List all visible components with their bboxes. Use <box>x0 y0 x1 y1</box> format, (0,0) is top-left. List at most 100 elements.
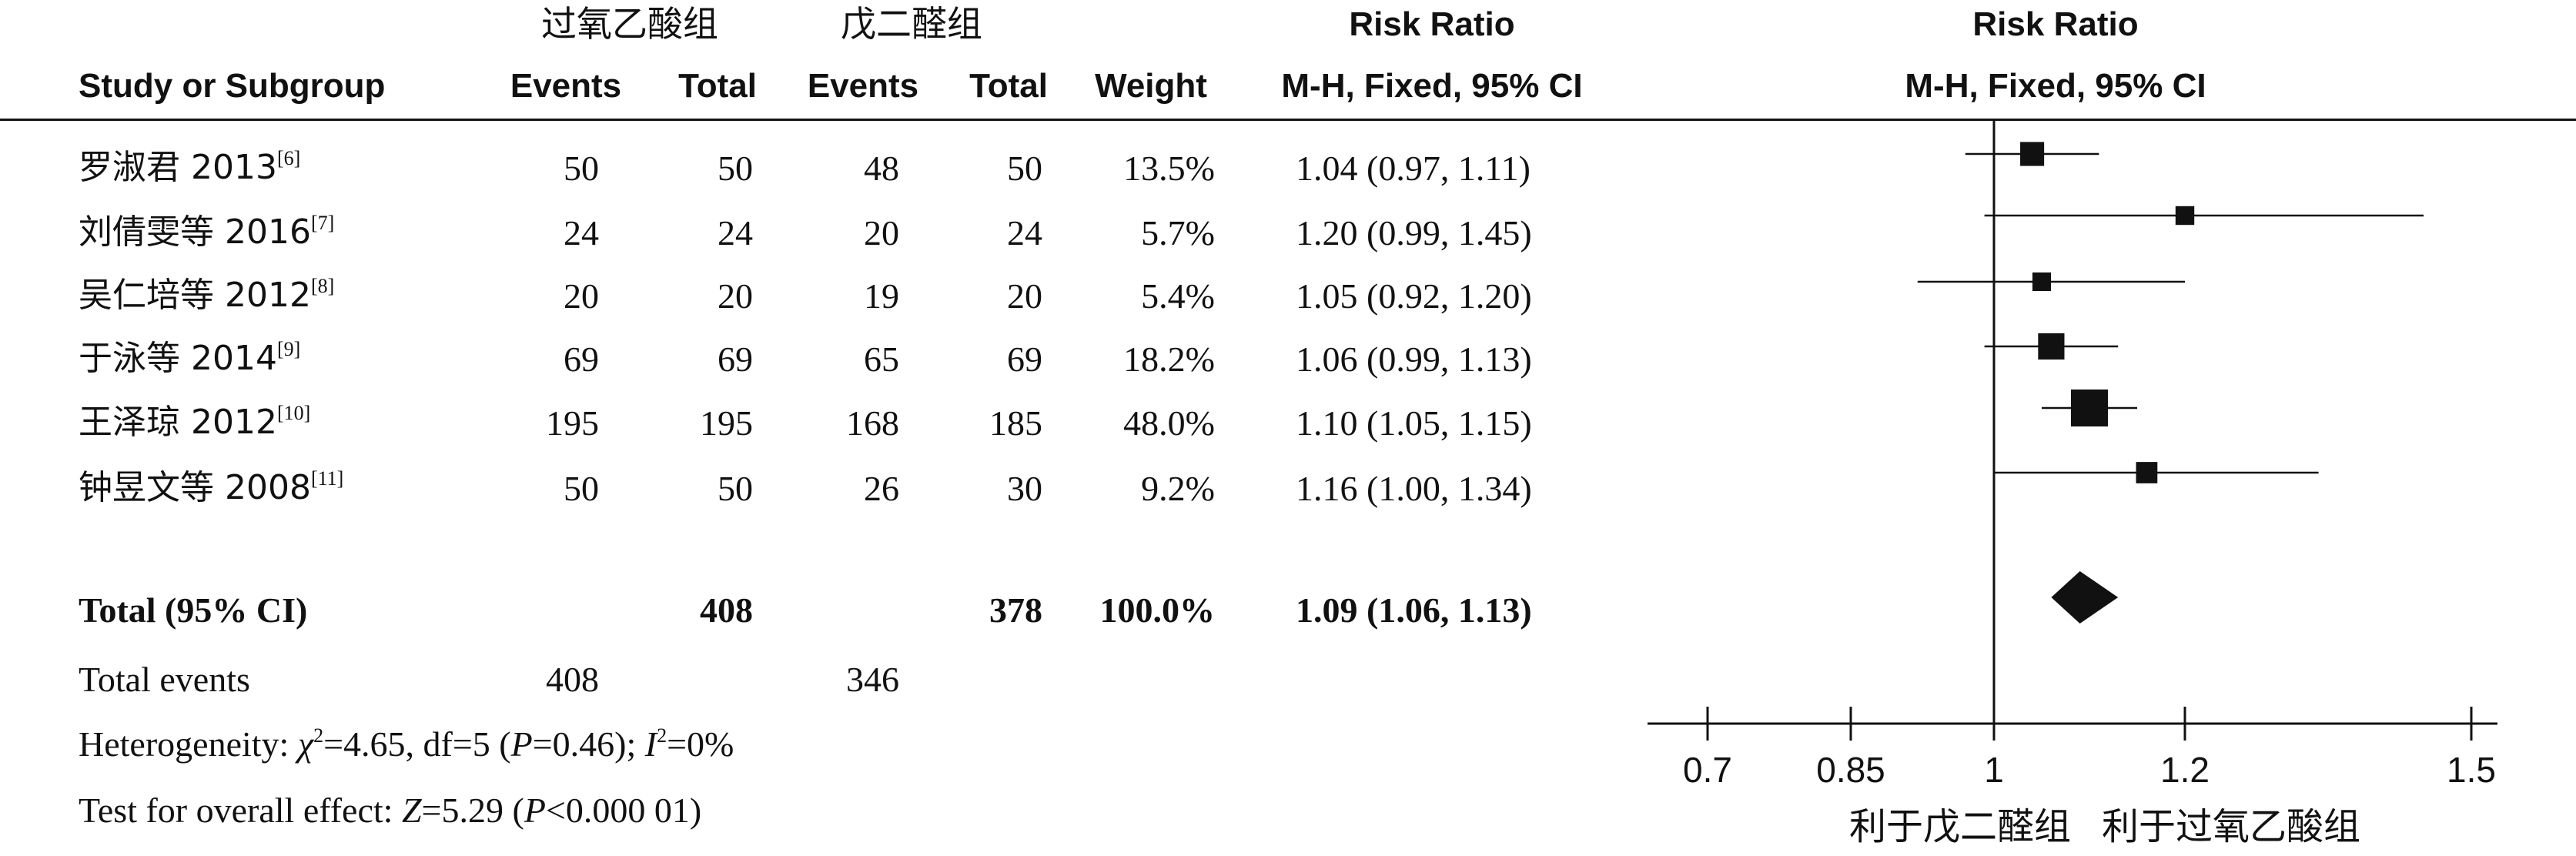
study-total1: 69 <box>718 339 753 379</box>
study-reference: [9] <box>276 338 301 360</box>
study-ci: 1.16 (1.00, 1.34) <box>1296 469 1532 508</box>
study-total1: 195 <box>700 403 753 443</box>
overall-effect-text: Test for overall effect: Z=5.29 (P<0.000… <box>79 793 701 828</box>
study-ci: 1.04 (0.97, 1.11) <box>1296 149 1531 188</box>
total-events-group1: 408 <box>546 660 599 699</box>
study-weight: 5.4% <box>1141 276 1215 316</box>
study-events2: 168 <box>846 403 899 443</box>
study-name: 王泽琼 2012[10] <box>79 403 310 442</box>
study-name: 罗淑君 2013[6] <box>79 148 300 187</box>
total-total1: 408 <box>700 590 753 630</box>
overall-prefix: Test for overall effect: <box>79 791 402 830</box>
chi-symbol: χ <box>297 724 314 764</box>
total2-header: Total <box>969 67 1048 105</box>
study-effect-square <box>2175 206 2195 226</box>
i-value: =0% <box>667 724 734 764</box>
z-value: =5.29 ( <box>421 791 524 830</box>
events1-header: Events <box>510 67 622 105</box>
rr-column-title: Risk Ratio <box>1349 5 1515 43</box>
study-label: 刘倩雯等 2016 <box>79 212 311 252</box>
study-events1: 195 <box>546 403 599 443</box>
study-weight: 13.5% <box>1123 149 1215 188</box>
study-ci: 1.10 (1.05, 1.15) <box>1296 403 1532 443</box>
study-effect-square <box>2136 462 2158 483</box>
study-total2: 69 <box>1007 339 1042 379</box>
favours-right-label: 利于过氧乙酸组 <box>2102 805 2361 848</box>
study-label: 钟昱文等 2008 <box>79 468 311 507</box>
weight-header: Weight <box>1095 67 1207 105</box>
x-tick-label: 0.7 <box>1683 750 1732 790</box>
study-name: 钟昱文等 2008[11] <box>79 468 343 507</box>
study-label: 于泳等 2014 <box>79 339 277 378</box>
p-symbol: P <box>510 724 533 764</box>
rr-column-subtitle: M-H, Fixed, 95% CI <box>1281 67 1583 105</box>
study-effect-square <box>2020 142 2045 166</box>
study-weight: 48.0% <box>1123 403 1215 443</box>
study-total1: 50 <box>718 469 753 508</box>
heterogeneity-text: Heterogeneity: χ2=4.65, df=5 (P=0.46); I… <box>79 724 734 764</box>
study-events1: 50 <box>564 469 599 508</box>
study-events1: 20 <box>564 276 599 316</box>
study-effect-square <box>2038 333 2065 360</box>
study-reference: [11] <box>310 467 344 490</box>
study-label: 罗淑君 2013 <box>79 148 277 187</box>
study-total2: 185 <box>989 403 1042 443</box>
study-name: 刘倩雯等 2016[7] <box>79 213 334 249</box>
study-name: 于泳等 2014[9] <box>79 339 300 378</box>
study-total1: 20 <box>718 276 753 316</box>
study-events2: 48 <box>864 149 899 188</box>
study-effect-square <box>2032 272 2052 292</box>
z-symbol: Z <box>401 791 422 830</box>
x-tick-label: 1 <box>1984 750 2004 790</box>
study-ci: 1.05 (0.92, 1.20) <box>1296 276 1532 316</box>
study-total2: 20 <box>1007 276 1042 316</box>
total-label: Total (95% CI) <box>79 590 308 630</box>
study-events1: 69 <box>564 339 599 379</box>
total1-header: Total <box>678 67 757 105</box>
total-total2: 378 <box>989 590 1042 630</box>
x-tick-label: 1.5 <box>2447 750 2496 790</box>
i-symbol: I <box>644 724 657 764</box>
study-reference: [8] <box>310 275 335 297</box>
study-total2: 30 <box>1007 469 1042 508</box>
plot-column-subtitle: M-H, Fixed, 95% CI <box>1905 67 2206 105</box>
study-name: 吴仁培等 2012[8] <box>79 276 334 315</box>
study-ci: 1.06 (0.99, 1.13) <box>1296 339 1532 379</box>
total-weight: 100.0% <box>1099 590 1216 630</box>
study-total1: 50 <box>718 149 753 188</box>
study-weight: 5.7% <box>1141 213 1215 252</box>
events2-header: Events <box>807 67 919 105</box>
chi-superscript: 2 <box>313 724 324 747</box>
heterogeneity-prefix: Heterogeneity: <box>79 724 298 764</box>
study-label: 吴仁培等 2012 <box>79 276 311 315</box>
plot-column-title: Risk Ratio <box>1972 5 2139 43</box>
study-total2: 50 <box>1007 149 1042 188</box>
study-events2: 19 <box>864 276 899 316</box>
study-label: 王泽琼 2012 <box>79 403 277 442</box>
study-column-header: Study or Subgroup <box>79 67 386 105</box>
total-events-label: Total events <box>79 660 250 699</box>
x-tick-label: 0.85 <box>1816 750 1885 790</box>
study-events2: 20 <box>864 213 899 252</box>
study-weight: 9.2% <box>1141 469 1215 508</box>
total-events-group2: 346 <box>846 660 899 699</box>
group2-header: 戊二醛组 <box>841 3 982 45</box>
overall-p-value: <0.000 01) <box>545 791 702 830</box>
study-reference: [7] <box>310 212 335 234</box>
study-events2: 65 <box>864 339 899 379</box>
pooled-diamond <box>2051 571 2119 624</box>
header-rule <box>0 119 2576 121</box>
study-total2: 24 <box>1007 213 1042 252</box>
study-events1: 24 <box>564 213 599 252</box>
total-ci: 1.09 (1.06, 1.13) <box>1296 590 1532 630</box>
favours-left-label: 利于戊二醛组 <box>1848 805 2071 848</box>
overall-p-symbol: P <box>524 791 546 830</box>
study-effect-square <box>2071 390 2108 426</box>
study-total1: 24 <box>718 213 753 252</box>
i-superscript: 2 <box>657 724 667 747</box>
study-events1: 50 <box>564 149 599 188</box>
chi-value: =4.65, df=5 ( <box>323 724 511 764</box>
p-value: =0.46); <box>532 724 645 764</box>
group1-header: 过氧乙酸组 <box>541 3 718 45</box>
